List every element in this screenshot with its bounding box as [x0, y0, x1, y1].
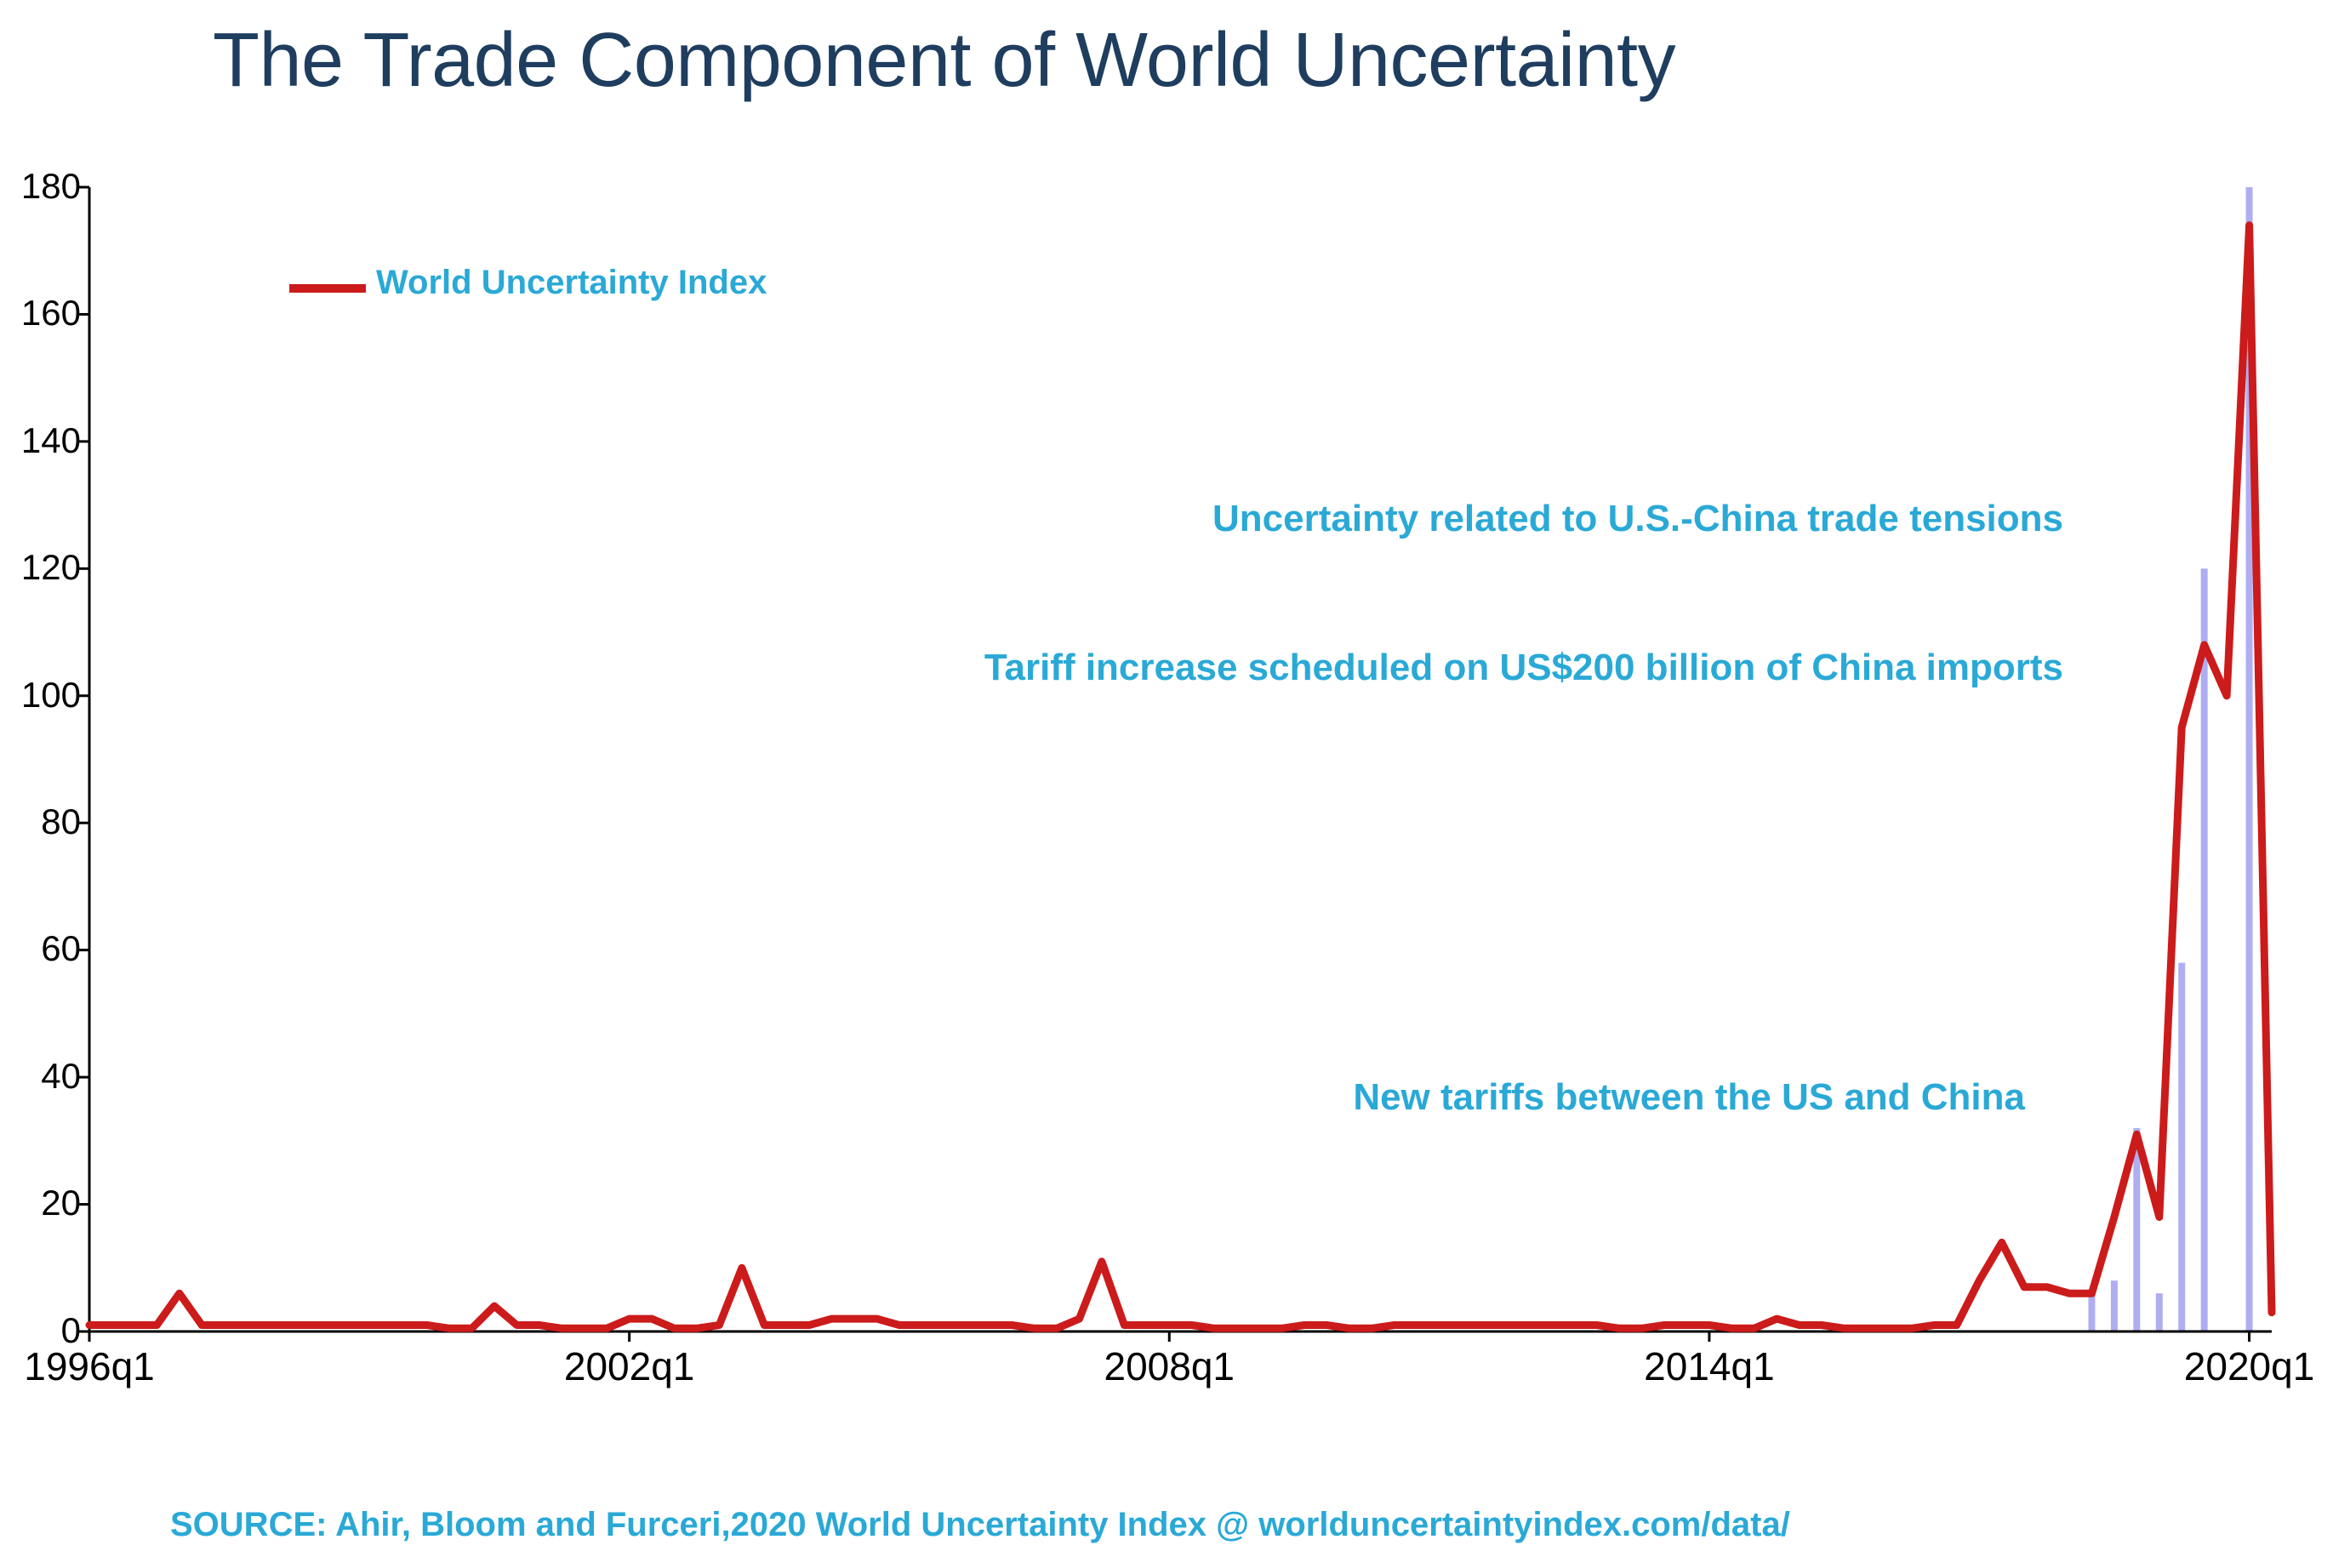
- ytick-3: 60: [13, 928, 81, 969]
- xtick-2: 2008q1: [1092, 1343, 1246, 1389]
- xtick-3: 2014q1: [1633, 1343, 1786, 1389]
- legend-label: World Uncertainty Index: [376, 264, 767, 302]
- chart-area: [89, 187, 2272, 1331]
- ytick-1: 20: [13, 1183, 81, 1223]
- ytick-7: 140: [13, 420, 81, 461]
- chart-title: The Trade Component of World Uncertainty: [213, 17, 1675, 105]
- page-root: The Trade Component of World Uncertainty…: [0, 0, 2333, 1568]
- ytick-4: 80: [13, 801, 81, 842]
- ytick-6: 120: [13, 547, 81, 588]
- chart-svg: [89, 187, 2272, 1331]
- legend-swatch: [289, 284, 366, 293]
- source-citation: SOURCE: Ahir, Bloom and Furceri,2020 Wor…: [170, 1506, 1790, 1544]
- annotation-3: New tariffs between the US and China: [1353, 1076, 2025, 1119]
- annotation-1: Uncertainty related to U.S.-China trade …: [1212, 498, 2063, 540]
- xtick-1: 2002q1: [553, 1343, 706, 1389]
- ytick-5: 100: [13, 675, 81, 716]
- annotation-2: Tariff increase scheduled on US$200 bill…: [984, 647, 2063, 689]
- ytick-8: 160: [13, 293, 81, 334]
- xtick-4: 2020q1: [2173, 1343, 2326, 1389]
- xtick-0: 1996q1: [13, 1343, 166, 1389]
- ytick-2: 40: [13, 1056, 81, 1097]
- ytick-9: 180: [13, 166, 81, 207]
